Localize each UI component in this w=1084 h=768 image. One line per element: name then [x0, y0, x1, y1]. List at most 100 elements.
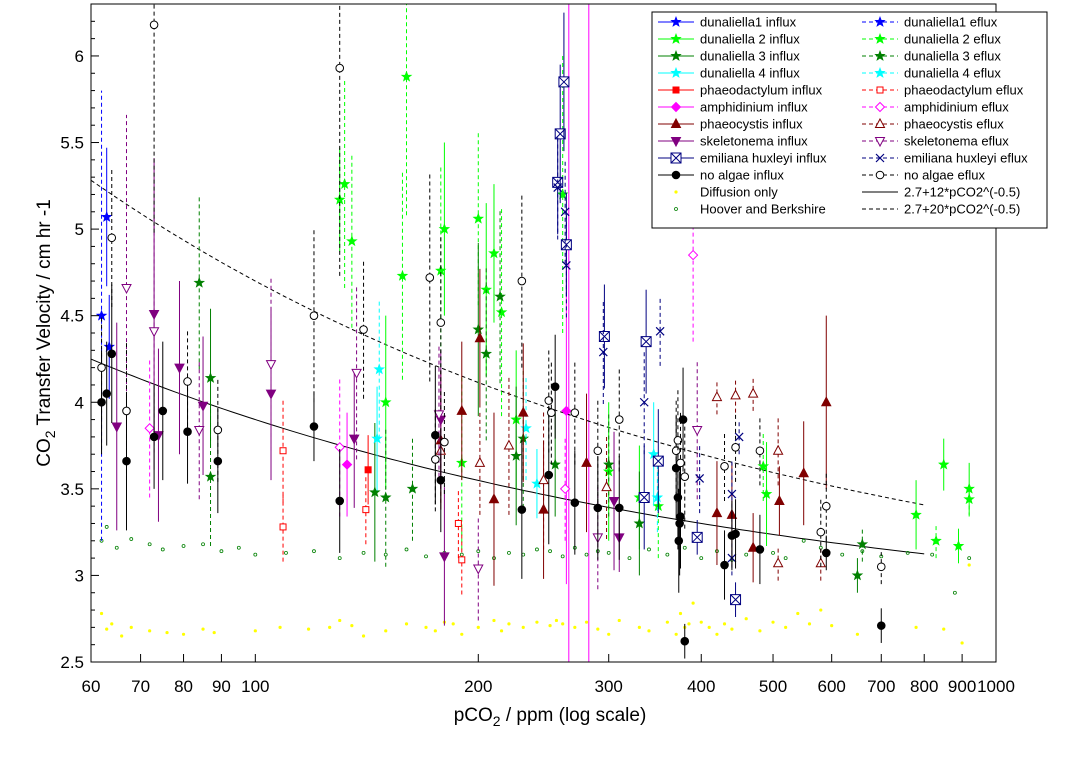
data-point — [963, 493, 975, 505]
legend-label: dunaliella 2 influx — [700, 32, 800, 47]
data-point — [593, 446, 603, 456]
data-point — [431, 455, 440, 464]
data-point — [361, 551, 366, 555]
data-point — [359, 325, 368, 334]
data-point — [535, 620, 539, 624]
legend-label: skeletonema eflux — [904, 134, 1009, 149]
legend-label: dunaliella 4 influx — [700, 66, 800, 81]
fit-curve-2 — [91, 179, 925, 506]
data-point — [107, 349, 117, 359]
data-point — [149, 432, 159, 442]
data-point — [573, 625, 577, 629]
data-point — [550, 382, 560, 391]
legend-item-dunaliella-2-eflux: dunaliella 2 eflux — [862, 32, 1001, 47]
data-point — [914, 625, 918, 629]
y-tick-label: 4 — [75, 393, 84, 412]
y-tick-label: 3 — [75, 566, 84, 585]
data-point — [510, 449, 522, 461]
data-point — [715, 632, 719, 636]
data-point — [967, 556, 972, 561]
x-tick-label: 900 — [948, 677, 976, 696]
data-point — [507, 622, 511, 626]
data-point — [148, 327, 160, 338]
legend-item-dunaliella-4-influx: dunaliella 4 influx — [658, 66, 800, 81]
data-point — [472, 323, 485, 335]
data-point — [774, 494, 785, 505]
data-point — [520, 422, 532, 434]
data-point — [114, 545, 119, 550]
y-axis-title: CO2 Transfer Velocity / cm hr -1 — [34, 199, 58, 467]
data-point — [213, 425, 223, 435]
data-point — [165, 630, 169, 635]
series-no-algae-eflux — [97, 4, 886, 585]
data-point — [309, 422, 319, 431]
data-point — [361, 634, 366, 638]
legend-label: dunaliella 4 eflux — [904, 66, 1001, 81]
data-point — [144, 423, 155, 434]
data-point — [499, 629, 504, 633]
data-point — [560, 207, 570, 217]
legend-label: 2.7+12*pCO2^(-0.5) — [904, 185, 1020, 200]
data-point — [674, 632, 678, 636]
legend-label: no algae eflux — [904, 168, 985, 183]
data-point — [309, 311, 319, 320]
data-point — [691, 425, 703, 437]
data-point — [603, 458, 615, 470]
data-point — [755, 446, 765, 456]
data-point — [707, 625, 711, 629]
data-point — [607, 632, 611, 636]
legend-marker — [874, 66, 886, 78]
legend-marker — [670, 49, 682, 61]
y-tick-label: 6 — [75, 47, 84, 66]
data-point — [439, 552, 450, 563]
data-point — [193, 425, 205, 437]
data-point — [472, 212, 484, 224]
y-tick-label: 5 — [75, 220, 84, 239]
data-point — [104, 525, 109, 529]
legend-item-emiliana-huxleyi-influx: emiliana huxleyi influx — [658, 151, 827, 166]
data-point — [369, 486, 381, 498]
legend-label: dunaliella 3 influx — [700, 49, 800, 64]
data-point — [734, 432, 744, 442]
data-point — [341, 459, 353, 470]
data-point — [351, 368, 362, 379]
legend-item-phaeocystis-influx: phaeocystis influx — [658, 117, 803, 132]
data-point — [335, 63, 345, 73]
data-point — [606, 551, 611, 555]
legend-marker — [874, 117, 886, 128]
data-point — [744, 552, 749, 557]
data-point — [784, 625, 788, 629]
legend-item-dunaliella-3-influx: dunaliella 3 influx — [658, 49, 800, 64]
data-point — [598, 330, 610, 342]
data-point — [424, 625, 428, 629]
legend-label: 2.7+20*pCO2^(-0.5) — [904, 202, 1020, 217]
data-point — [362, 506, 370, 514]
data-point — [851, 569, 864, 581]
data-point — [815, 557, 827, 568]
data-point — [492, 618, 496, 623]
data-point — [148, 629, 152, 633]
data-point — [107, 233, 117, 243]
data-point — [312, 549, 316, 554]
legend-item-skeletonema-eflux: skeletonema eflux — [862, 134, 1009, 149]
legend-marker — [875, 153, 885, 163]
data-point — [147, 542, 152, 547]
data-point — [253, 629, 257, 633]
data-point — [655, 326, 665, 336]
data-point — [121, 283, 132, 295]
data-point — [584, 620, 589, 624]
data-point — [279, 523, 287, 531]
data-point — [436, 475, 446, 485]
data-point — [680, 636, 690, 646]
data-point — [328, 625, 332, 629]
legend-marker — [674, 207, 678, 211]
data-point — [373, 363, 386, 375]
data-point — [639, 397, 649, 407]
data-point — [379, 396, 392, 408]
data-point — [674, 536, 684, 546]
data-point — [665, 620, 669, 624]
x-tick-label: 100 — [241, 677, 269, 696]
data-point — [278, 625, 282, 629]
plot-area — [91, 4, 975, 662]
legend-item-amphidinium-influx: amphidinium influx — [658, 100, 808, 115]
